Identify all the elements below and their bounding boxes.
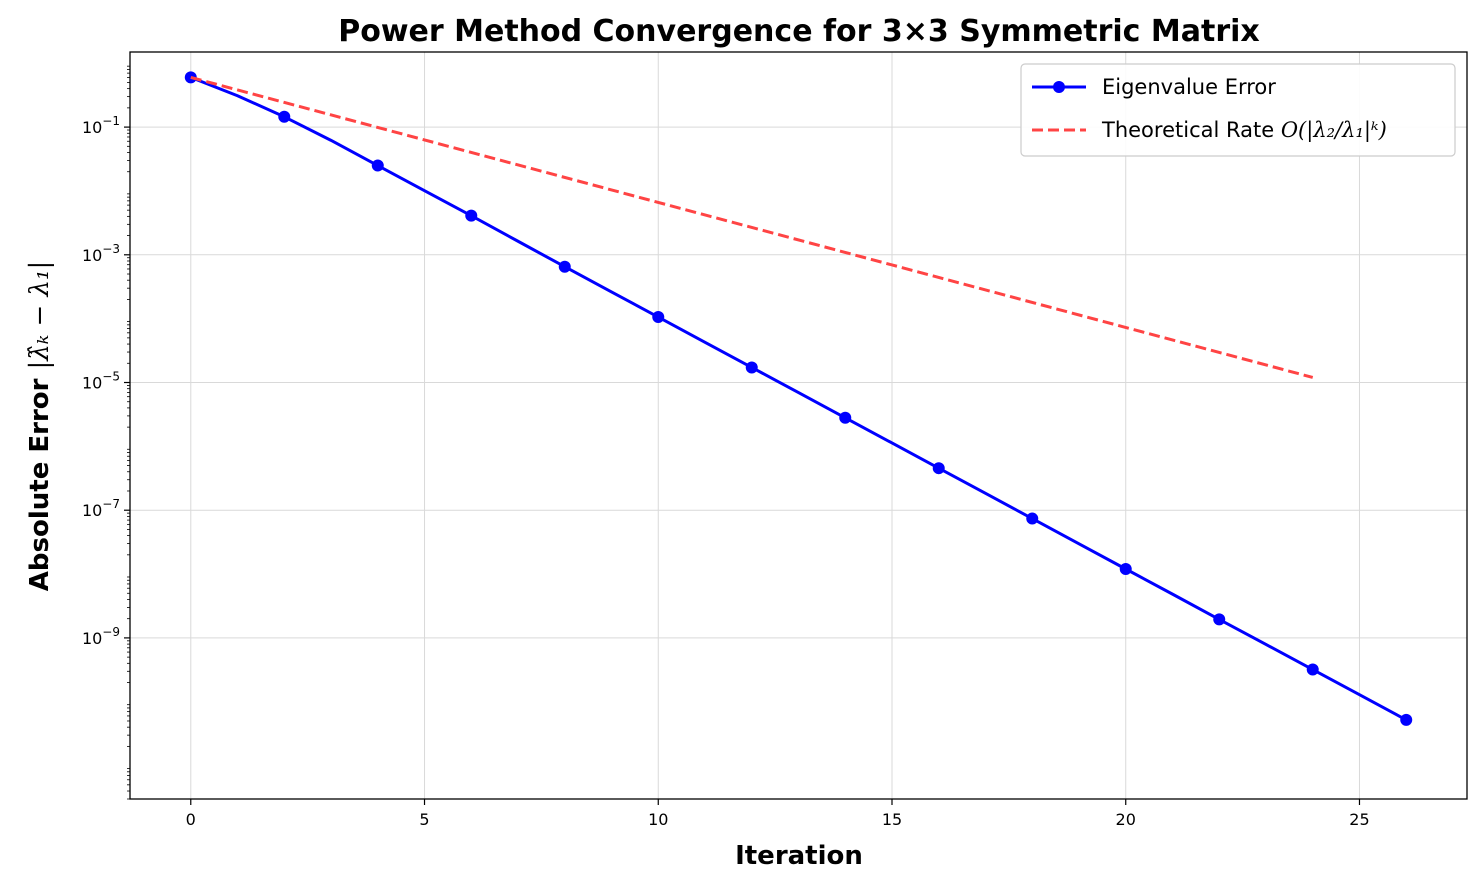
y-tick-label: 10−1 (82, 114, 120, 137)
data-point (278, 110, 291, 123)
legend-label-theoretical-rate-math: O(|λ₂/λ₁|ᵏ) (1281, 118, 1387, 143)
series-layer (184, 71, 1413, 726)
data-point (1213, 613, 1226, 626)
data-point (745, 361, 758, 374)
x-axis: 0 5 10 15 20 25 (186, 799, 1370, 829)
legend-box (1020, 63, 1456, 157)
legend-label-theoretical-rate: Theoretical Rate (1101, 118, 1274, 142)
svg-text:Absolute Error |λ̂ₖ − λ₁|: Absolute Error |λ̂ₖ − λ₁| (25, 261, 55, 591)
data-point (839, 411, 852, 424)
data-point (652, 311, 665, 324)
data-point (1026, 512, 1039, 525)
data-point (465, 209, 478, 222)
x-tick-label: 25 (1349, 810, 1369, 829)
y-axis-label-text: Absolute Error (25, 369, 55, 591)
x-tick-label: 20 (1116, 810, 1136, 829)
legend: Eigenvalue Error Theoretical Rate O(|λ₂/… (1020, 63, 1456, 157)
plot-frame (129, 51, 1468, 800)
data-point (932, 462, 945, 475)
x-axis-label: Iteration (735, 841, 863, 871)
x-tick-label: 15 (882, 810, 902, 829)
y-axis-label-math: |λ̂ₖ − λ₁| (25, 261, 55, 370)
y-tick-label: 10−9 (82, 625, 120, 648)
y-axis-label: Absolute Error |λ̂ₖ − λ₁| (25, 261, 55, 591)
series-line-theoretical-rate (190, 75, 1314, 379)
data-point (1306, 663, 1319, 676)
svg-text:Theoretical Rate O(|λ₂/λ: Theoretical Rate O(|λ₂/λ₁|ᵏ) (1101, 118, 1387, 143)
y-tick-label: 10−3 (82, 242, 120, 265)
x-tick-label: 0 (186, 810, 196, 829)
data-point (558, 260, 571, 273)
chart-title: Power Method Convergence for 3×3 Symmetr… (338, 14, 1260, 49)
grid-lines (130, 52, 1467, 799)
data-point (1119, 563, 1132, 576)
y-tick-label: 10−5 (82, 370, 120, 393)
x-tick-label: 5 (419, 810, 429, 829)
x-tick-label: 10 (648, 810, 668, 829)
legend-label-eigenvalue-error: Eigenvalue Error (1102, 75, 1276, 99)
legend-marker-eigenvalue-error (1053, 81, 1065, 93)
data-point (1400, 713, 1413, 726)
y-axis: 10−1 10−3 10−5 10−7 10−9 (82, 65, 130, 800)
series-line-eigenvalue-error (190, 76, 1407, 722)
y-tick-label: 10−7 (82, 497, 120, 520)
data-point (371, 159, 384, 172)
